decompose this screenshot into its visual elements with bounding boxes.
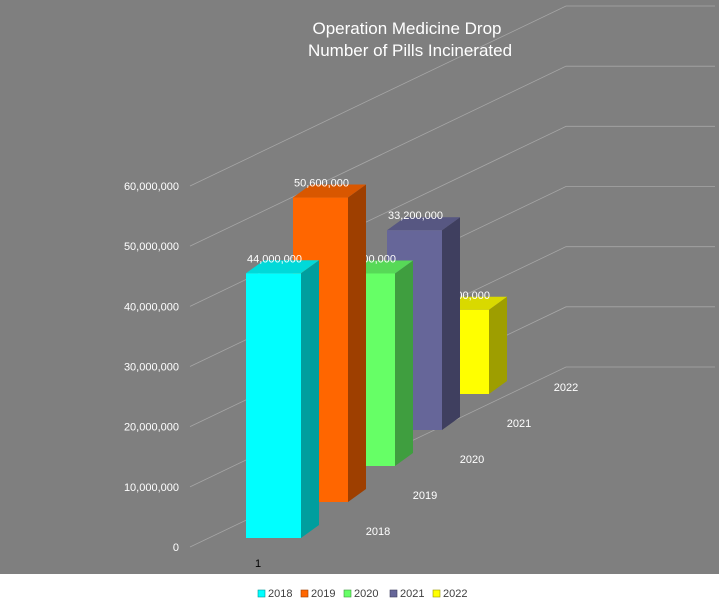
y-tick-label: 0 bbox=[173, 542, 179, 554]
legend-label: 2019 bbox=[311, 588, 335, 600]
legend-item-2020: 2020 bbox=[343, 588, 378, 600]
legend-label: 2021 bbox=[400, 588, 424, 600]
bar-side-face bbox=[489, 296, 507, 394]
x-axis-category-label: 1 bbox=[255, 558, 261, 570]
chart-title-line-2: Number of Pills Incinerated bbox=[308, 41, 512, 60]
depth-axis-label: 2018 bbox=[366, 526, 390, 538]
data-label: 33,200,000 bbox=[388, 210, 443, 222]
bar-front-face bbox=[246, 273, 301, 538]
y-tick-label: 10,000,000 bbox=[124, 482, 179, 494]
legend: 2018 2019 2020 2021 2022 bbox=[257, 588, 467, 600]
data-label: 50,600,000 bbox=[294, 178, 349, 190]
y-tick-label: 40,000,000 bbox=[124, 301, 179, 313]
legend-item-2022: 2022 bbox=[432, 588, 467, 600]
bar-2018: 44,000,000 bbox=[246, 253, 319, 538]
bar-top-face bbox=[387, 217, 460, 231]
legend-label: 2020 bbox=[354, 588, 378, 600]
legend-swatch bbox=[300, 589, 309, 598]
depth-axis-label: 2021 bbox=[507, 418, 531, 430]
bar-top-face bbox=[293, 184, 366, 198]
depth-axis-label: 2020 bbox=[460, 454, 484, 466]
bar-side-face bbox=[442, 217, 460, 430]
y-tick-label: 30,000,000 bbox=[124, 362, 179, 374]
legend-item-2018: 2018 bbox=[257, 588, 292, 600]
legend-swatch bbox=[432, 589, 441, 598]
gridline bbox=[189, 5, 715, 187]
legend-swatch bbox=[257, 589, 266, 598]
y-axis: 0 10,000,000 20,000,000 30,000,000 40,000,00… bbox=[124, 181, 179, 554]
y-tick-label: 20,000,000 bbox=[124, 422, 179, 434]
legend-item-2019: 2019 bbox=[300, 588, 335, 600]
data-label: 44,000,000 bbox=[247, 253, 302, 265]
bar-side-face bbox=[301, 260, 319, 538]
chart-title-line-1: Operation Medicine Drop bbox=[313, 19, 502, 38]
legend-label: 2022 bbox=[443, 588, 467, 600]
bars: 14,000,00033,200,00032,000,00050,600,000… bbox=[246, 178, 578, 538]
y-tick-label: 60,000,000 bbox=[124, 181, 179, 193]
legend-swatch bbox=[389, 589, 398, 598]
bar-side-face bbox=[395, 260, 413, 466]
depth-axis-label: 2019 bbox=[413, 490, 437, 502]
legend-swatch bbox=[343, 589, 352, 598]
depth-axis-label: 2022 bbox=[554, 382, 578, 394]
bar-side-face bbox=[348, 184, 366, 502]
bar-top-face bbox=[246, 260, 319, 274]
legend-label: 2018 bbox=[268, 588, 292, 600]
legend-item-2021: 2021 bbox=[389, 588, 424, 600]
y-tick-label: 50,000,000 bbox=[124, 241, 179, 253]
